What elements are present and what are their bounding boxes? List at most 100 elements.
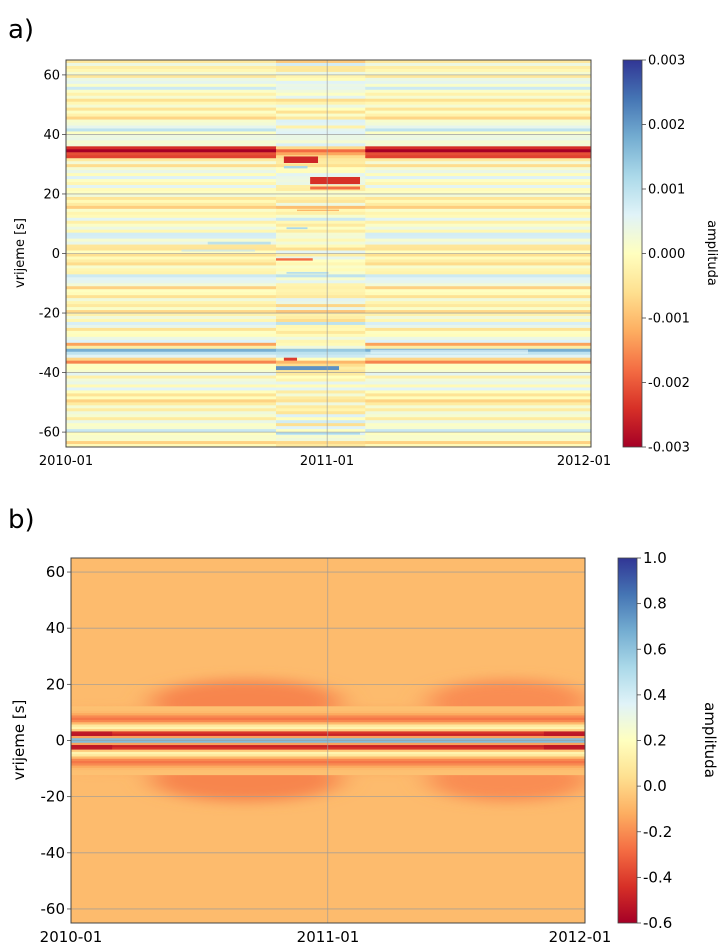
- y-tick-label: -40: [41, 844, 66, 862]
- heat-cell: [283, 357, 298, 361]
- heat-cell: [365, 304, 591, 308]
- heat-cell: [66, 274, 277, 278]
- heat-cell: [66, 348, 277, 353]
- heat-cell: [365, 372, 591, 376]
- heat-cell: [365, 357, 591, 362]
- heat-cell: [365, 95, 591, 100]
- heat-cell: [66, 372, 277, 376]
- heat-cell: [365, 420, 591, 424]
- heat-cell: [365, 250, 591, 254]
- heat-cell: [365, 277, 591, 281]
- heat-cell: [66, 74, 277, 79]
- heat-cell: [66, 220, 277, 225]
- heat-cell: [365, 283, 591, 287]
- heat-cell: [66, 423, 277, 427]
- heat-cell: [365, 354, 591, 359]
- heat-cell: [365, 423, 591, 427]
- heat-cell: [276, 393, 366, 397]
- heat-cell: [365, 185, 591, 189]
- heat-cell: [66, 60, 277, 64]
- heat-cell: [276, 77, 366, 82]
- heat-cell: [365, 327, 591, 332]
- heat-cell: [66, 375, 277, 379]
- heat-cell: [276, 65, 366, 70]
- heat-cell: [66, 182, 277, 186]
- panel-b-grid: [71, 558, 585, 923]
- heat-cell: [276, 128, 366, 132]
- panel-b-x-tick: 2010-01: [40, 928, 103, 944]
- heat-cell: [66, 149, 277, 153]
- heat-cell: [276, 438, 366, 442]
- y-tick-label: -20: [41, 788, 66, 806]
- heat-cell: [66, 265, 277, 269]
- heat-cell: [276, 259, 366, 263]
- heat-cell: [276, 316, 366, 320]
- heat-cell: [365, 295, 591, 299]
- heat-cell: [276, 226, 366, 231]
- heat-cell: [276, 146, 366, 150]
- panel-a-x-tick: 2011-01: [300, 454, 354, 469]
- heat-cell: [66, 116, 277, 120]
- heat-cell: [365, 253, 591, 257]
- heat-cell: [66, 128, 277, 132]
- heat-cell: [276, 193, 366, 198]
- heat-cell: [276, 131, 366, 135]
- heat-cell: [365, 62, 591, 67]
- heat-cell: [365, 220, 591, 225]
- heat-cell: [276, 426, 366, 430]
- heat-cell: [276, 158, 366, 162]
- heat-cell: [66, 77, 277, 82]
- heat-cell: [365, 86, 591, 91]
- heat-cell: [276, 310, 366, 314]
- heat-cell: [276, 188, 366, 192]
- heat-cell: [276, 301, 366, 305]
- heat-cell: [365, 387, 591, 391]
- heat-cell: [276, 390, 366, 394]
- heat-cell: [66, 229, 277, 234]
- heat-cell: [66, 387, 277, 391]
- heat-cell: [66, 292, 277, 296]
- heat-cell: [365, 321, 591, 326]
- heat-cell: [66, 68, 277, 73]
- heat-cell: [66, 101, 277, 106]
- heat-cell: [66, 161, 277, 165]
- heat-cell: [365, 411, 591, 415]
- heat-cell: [66, 146, 277, 150]
- heat-cell: [66, 140, 277, 144]
- heat-cell: [543, 731, 585, 737]
- heat-cell: [276, 402, 366, 406]
- heat-cell: [66, 214, 277, 219]
- heat-cell: [276, 360, 366, 365]
- heat-cell: [365, 301, 591, 305]
- heat-cell: [365, 196, 591, 201]
- heat-cell: [276, 113, 366, 117]
- panel-a-x-tick: 2010-01: [39, 454, 93, 469]
- heat-cell: [365, 80, 591, 85]
- heat-cell: [66, 402, 277, 406]
- y-tick-label: 60: [46, 563, 65, 581]
- panel-b-x-tick: 2012-01: [549, 928, 612, 944]
- heat-cell: [276, 196, 366, 201]
- heat-cell: [66, 86, 277, 91]
- heat-cell: [276, 95, 366, 100]
- heat-cell: [365, 342, 591, 347]
- heat-cell: [276, 283, 366, 287]
- heat-cell: [276, 405, 366, 409]
- heat-cell: [365, 298, 591, 302]
- heat-cell: [276, 414, 366, 418]
- heat-cell: [66, 271, 277, 275]
- heat-cell: [66, 241, 277, 245]
- heat-cell: [365, 259, 591, 263]
- heat-cell: [66, 223, 277, 228]
- heat-cell: [365, 241, 591, 245]
- heat-cell: [66, 247, 277, 251]
- heat-cell: [297, 209, 339, 212]
- heat-cell: [66, 363, 277, 368]
- heat-cell: [66, 65, 277, 70]
- heat-cell: [66, 155, 277, 159]
- heat-cell: [66, 432, 277, 436]
- heat-cell: [276, 292, 366, 296]
- heat-cell: [66, 426, 277, 430]
- colorbar-tick-label: 0.000: [648, 247, 685, 262]
- heat-cell: [66, 378, 277, 382]
